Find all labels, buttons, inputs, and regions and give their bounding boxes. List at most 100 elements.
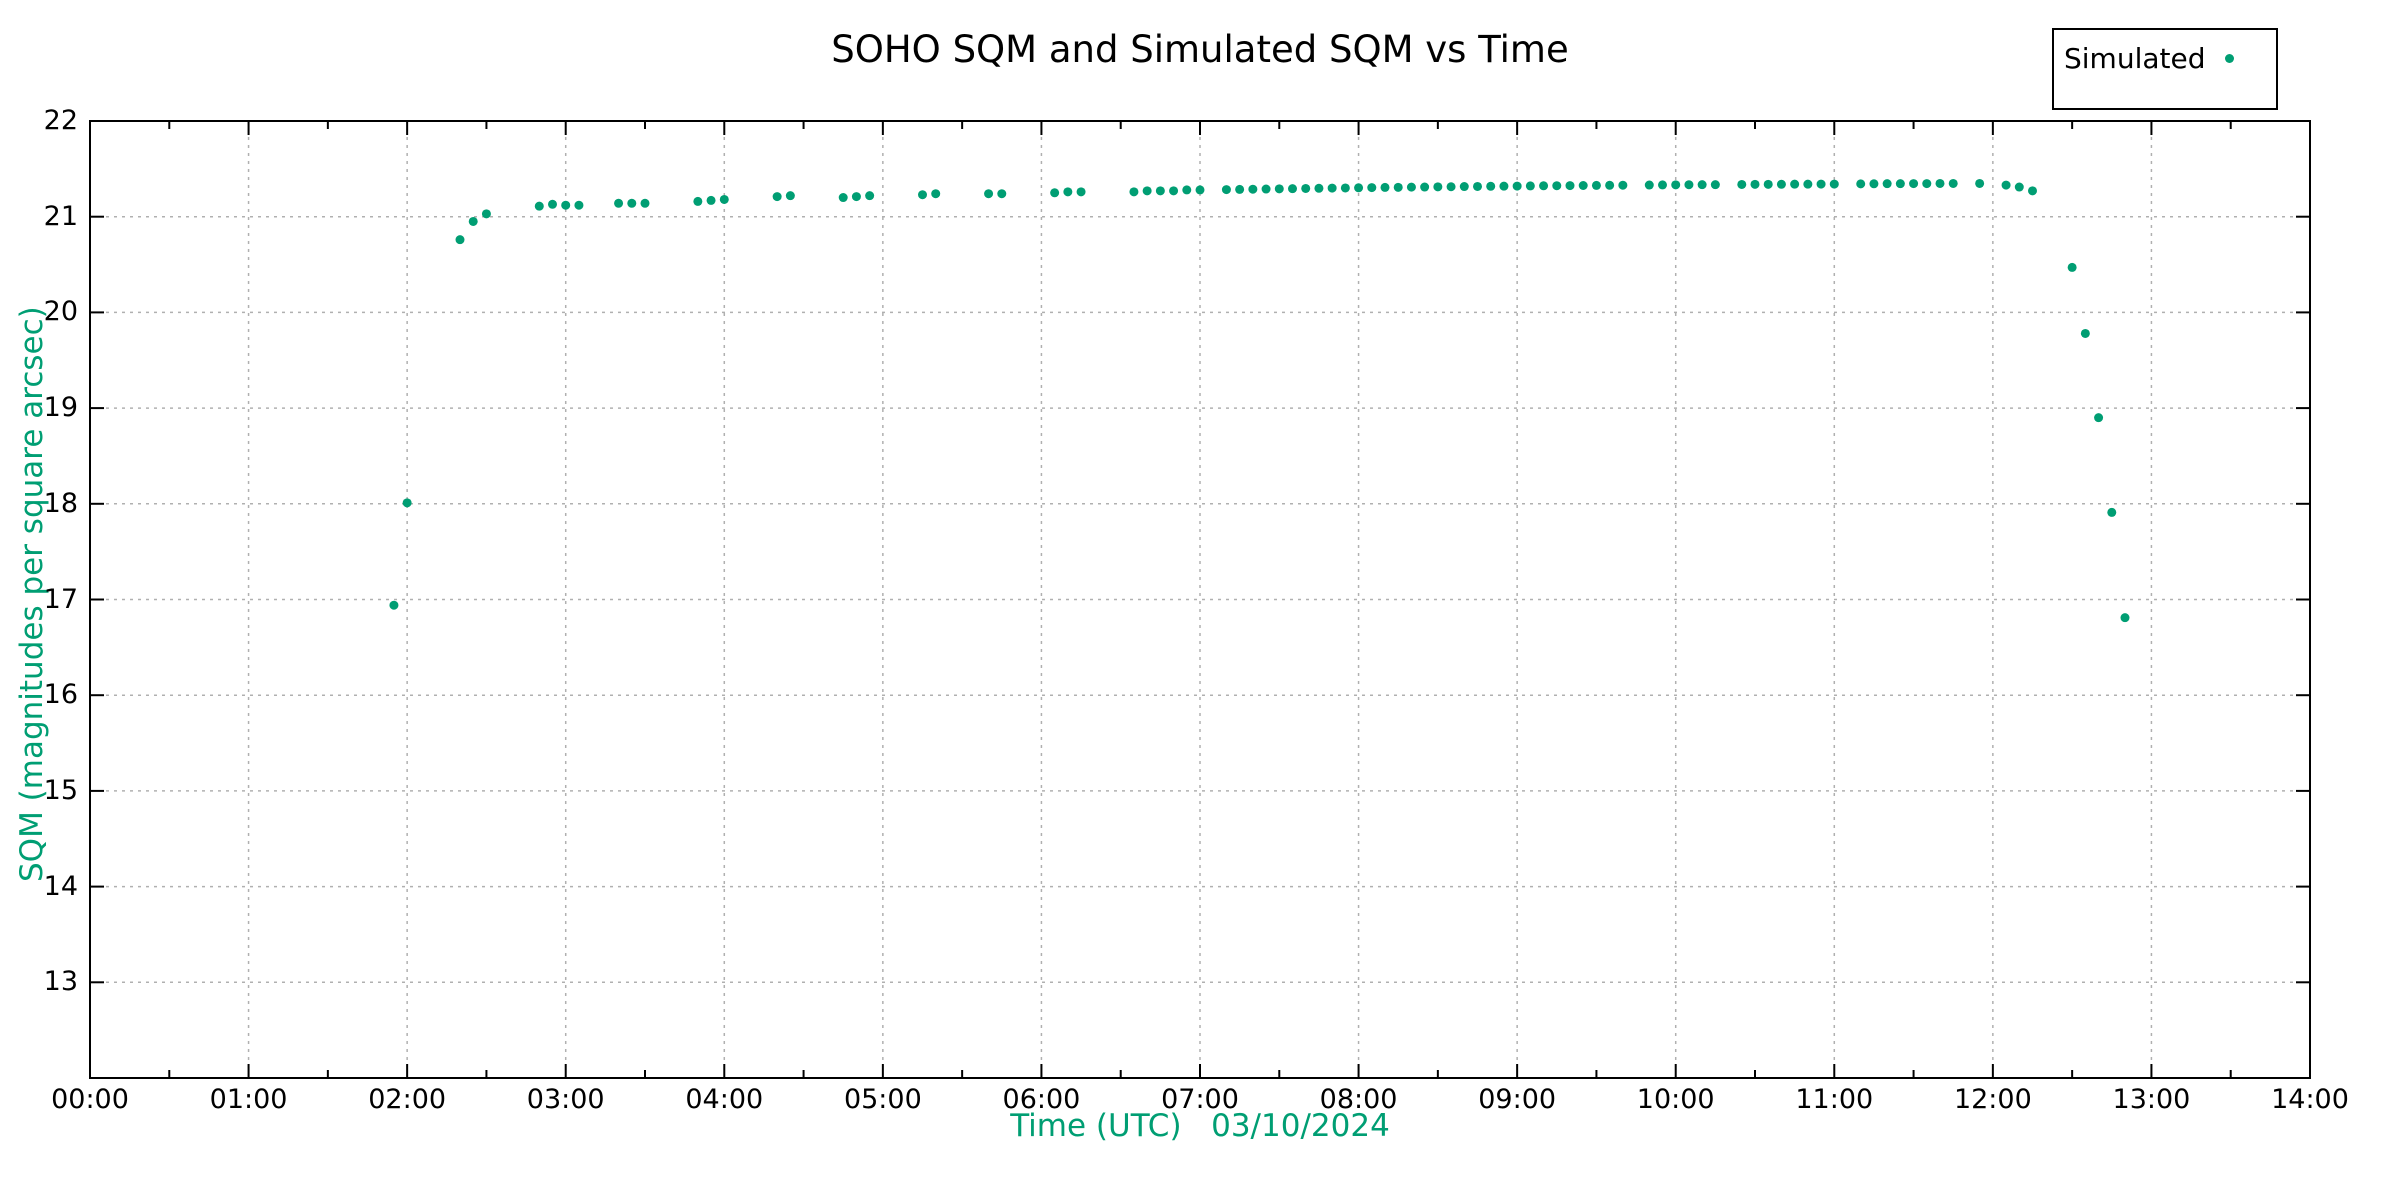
data-point xyxy=(455,235,465,245)
data-point xyxy=(1882,179,1892,189)
data-point xyxy=(1235,184,1245,194)
data-point xyxy=(918,190,927,200)
data-point xyxy=(1935,178,1945,188)
data-point xyxy=(984,189,994,199)
legend-entry-simulated: Simulated xyxy=(2054,38,2276,78)
data-point xyxy=(534,201,544,211)
data-point xyxy=(1565,181,1575,191)
data-point xyxy=(1459,182,1469,192)
y-tick-label: 13 xyxy=(43,966,78,998)
data-point xyxy=(1525,181,1535,191)
data-point xyxy=(2120,613,2130,623)
data-point xyxy=(640,198,650,208)
data-point xyxy=(1644,180,1654,190)
data-point xyxy=(614,198,624,208)
y-tick-label: 17 xyxy=(43,583,78,615)
data-point xyxy=(2107,507,2117,517)
x-tick-label: 13:00 xyxy=(2112,1084,2191,1115)
data-point xyxy=(1605,180,1615,190)
x-tick-label: 12:00 xyxy=(1953,1084,2032,1115)
data-point xyxy=(1248,184,1258,194)
data-point xyxy=(1776,179,1786,189)
x-tick-label: 00:00 xyxy=(51,1084,129,1115)
data-point xyxy=(1129,187,1139,197)
data-point xyxy=(2067,262,2077,272)
data-point xyxy=(785,191,795,201)
data-point xyxy=(1803,179,1813,189)
data-point xyxy=(1433,182,1443,192)
x-tick-label: 01:00 xyxy=(209,1084,288,1115)
data-point xyxy=(1486,181,1496,191)
data-point xyxy=(1367,183,1377,193)
legend: Simulated xyxy=(2052,28,2278,110)
data-point xyxy=(1446,182,1456,192)
data-point xyxy=(1552,181,1562,191)
data-point xyxy=(627,198,637,208)
data-point xyxy=(1869,179,1879,189)
data-point xyxy=(838,193,848,203)
data-point xyxy=(1142,186,1152,196)
legend-marker-dot-icon xyxy=(2225,53,2234,63)
data-point xyxy=(1975,178,1985,188)
data-point xyxy=(468,216,478,226)
data-point xyxy=(772,192,782,202)
x-tick-label: 05:00 xyxy=(843,1084,922,1115)
data-point xyxy=(1591,180,1601,190)
data-point xyxy=(548,199,557,209)
y-tick-label: 22 xyxy=(43,105,78,136)
data-point xyxy=(2080,328,2090,338)
y-tick-label: 20 xyxy=(43,296,78,328)
data-point xyxy=(2014,182,2024,192)
data-point xyxy=(2094,413,2104,423)
data-point xyxy=(1512,181,1522,191)
data-point xyxy=(1473,181,1482,191)
data-point xyxy=(2028,186,2037,196)
x-tick-label: 08:00 xyxy=(1319,1084,1398,1115)
data-point xyxy=(1274,184,1284,194)
data-point xyxy=(1393,182,1403,192)
data-point xyxy=(1790,179,1800,189)
data-point xyxy=(1856,179,1866,189)
data-point xyxy=(865,191,875,201)
data-point xyxy=(1406,182,1416,192)
data-point xyxy=(1763,179,1773,189)
y-tick-label: 15 xyxy=(43,774,78,806)
data-point xyxy=(1195,185,1205,195)
data-point xyxy=(1155,186,1165,196)
x-tick-label: 03:00 xyxy=(526,1084,605,1115)
data-point xyxy=(1499,181,1509,191)
x-tick-label: 07:00 xyxy=(1161,1084,1239,1115)
data-point xyxy=(2001,180,2011,190)
data-point xyxy=(1380,182,1390,192)
data-point xyxy=(1922,179,1932,189)
data-point xyxy=(1327,183,1337,193)
data-point xyxy=(1301,183,1311,193)
data-point xyxy=(1829,179,1839,189)
data-point xyxy=(1354,183,1364,193)
data-point xyxy=(1671,180,1681,190)
data-point xyxy=(1658,180,1667,190)
x-tick-label: 04:00 xyxy=(685,1084,764,1115)
x-tick-label: 14:00 xyxy=(2271,1084,2349,1115)
data-point xyxy=(706,195,716,205)
data-point xyxy=(1737,179,1747,189)
data-point xyxy=(402,498,412,508)
data-point xyxy=(997,189,1007,199)
data-point xyxy=(1221,185,1231,195)
data-point xyxy=(1909,179,1919,189)
data-point xyxy=(1261,184,1271,194)
data-point xyxy=(1314,183,1324,193)
data-point xyxy=(1710,180,1720,190)
data-point xyxy=(931,189,941,199)
chart-title: SOHO SQM and Simulated SQM vs Time xyxy=(831,28,1569,71)
y-tick-label: 14 xyxy=(43,870,78,902)
data-point xyxy=(1169,186,1179,196)
plot-border xyxy=(89,120,2311,1079)
data-point xyxy=(1948,178,1958,188)
data-point xyxy=(1076,187,1086,197)
x-tick-label: 09:00 xyxy=(1478,1084,1557,1115)
y-tick-label: 21 xyxy=(43,200,78,232)
data-point xyxy=(851,192,861,202)
